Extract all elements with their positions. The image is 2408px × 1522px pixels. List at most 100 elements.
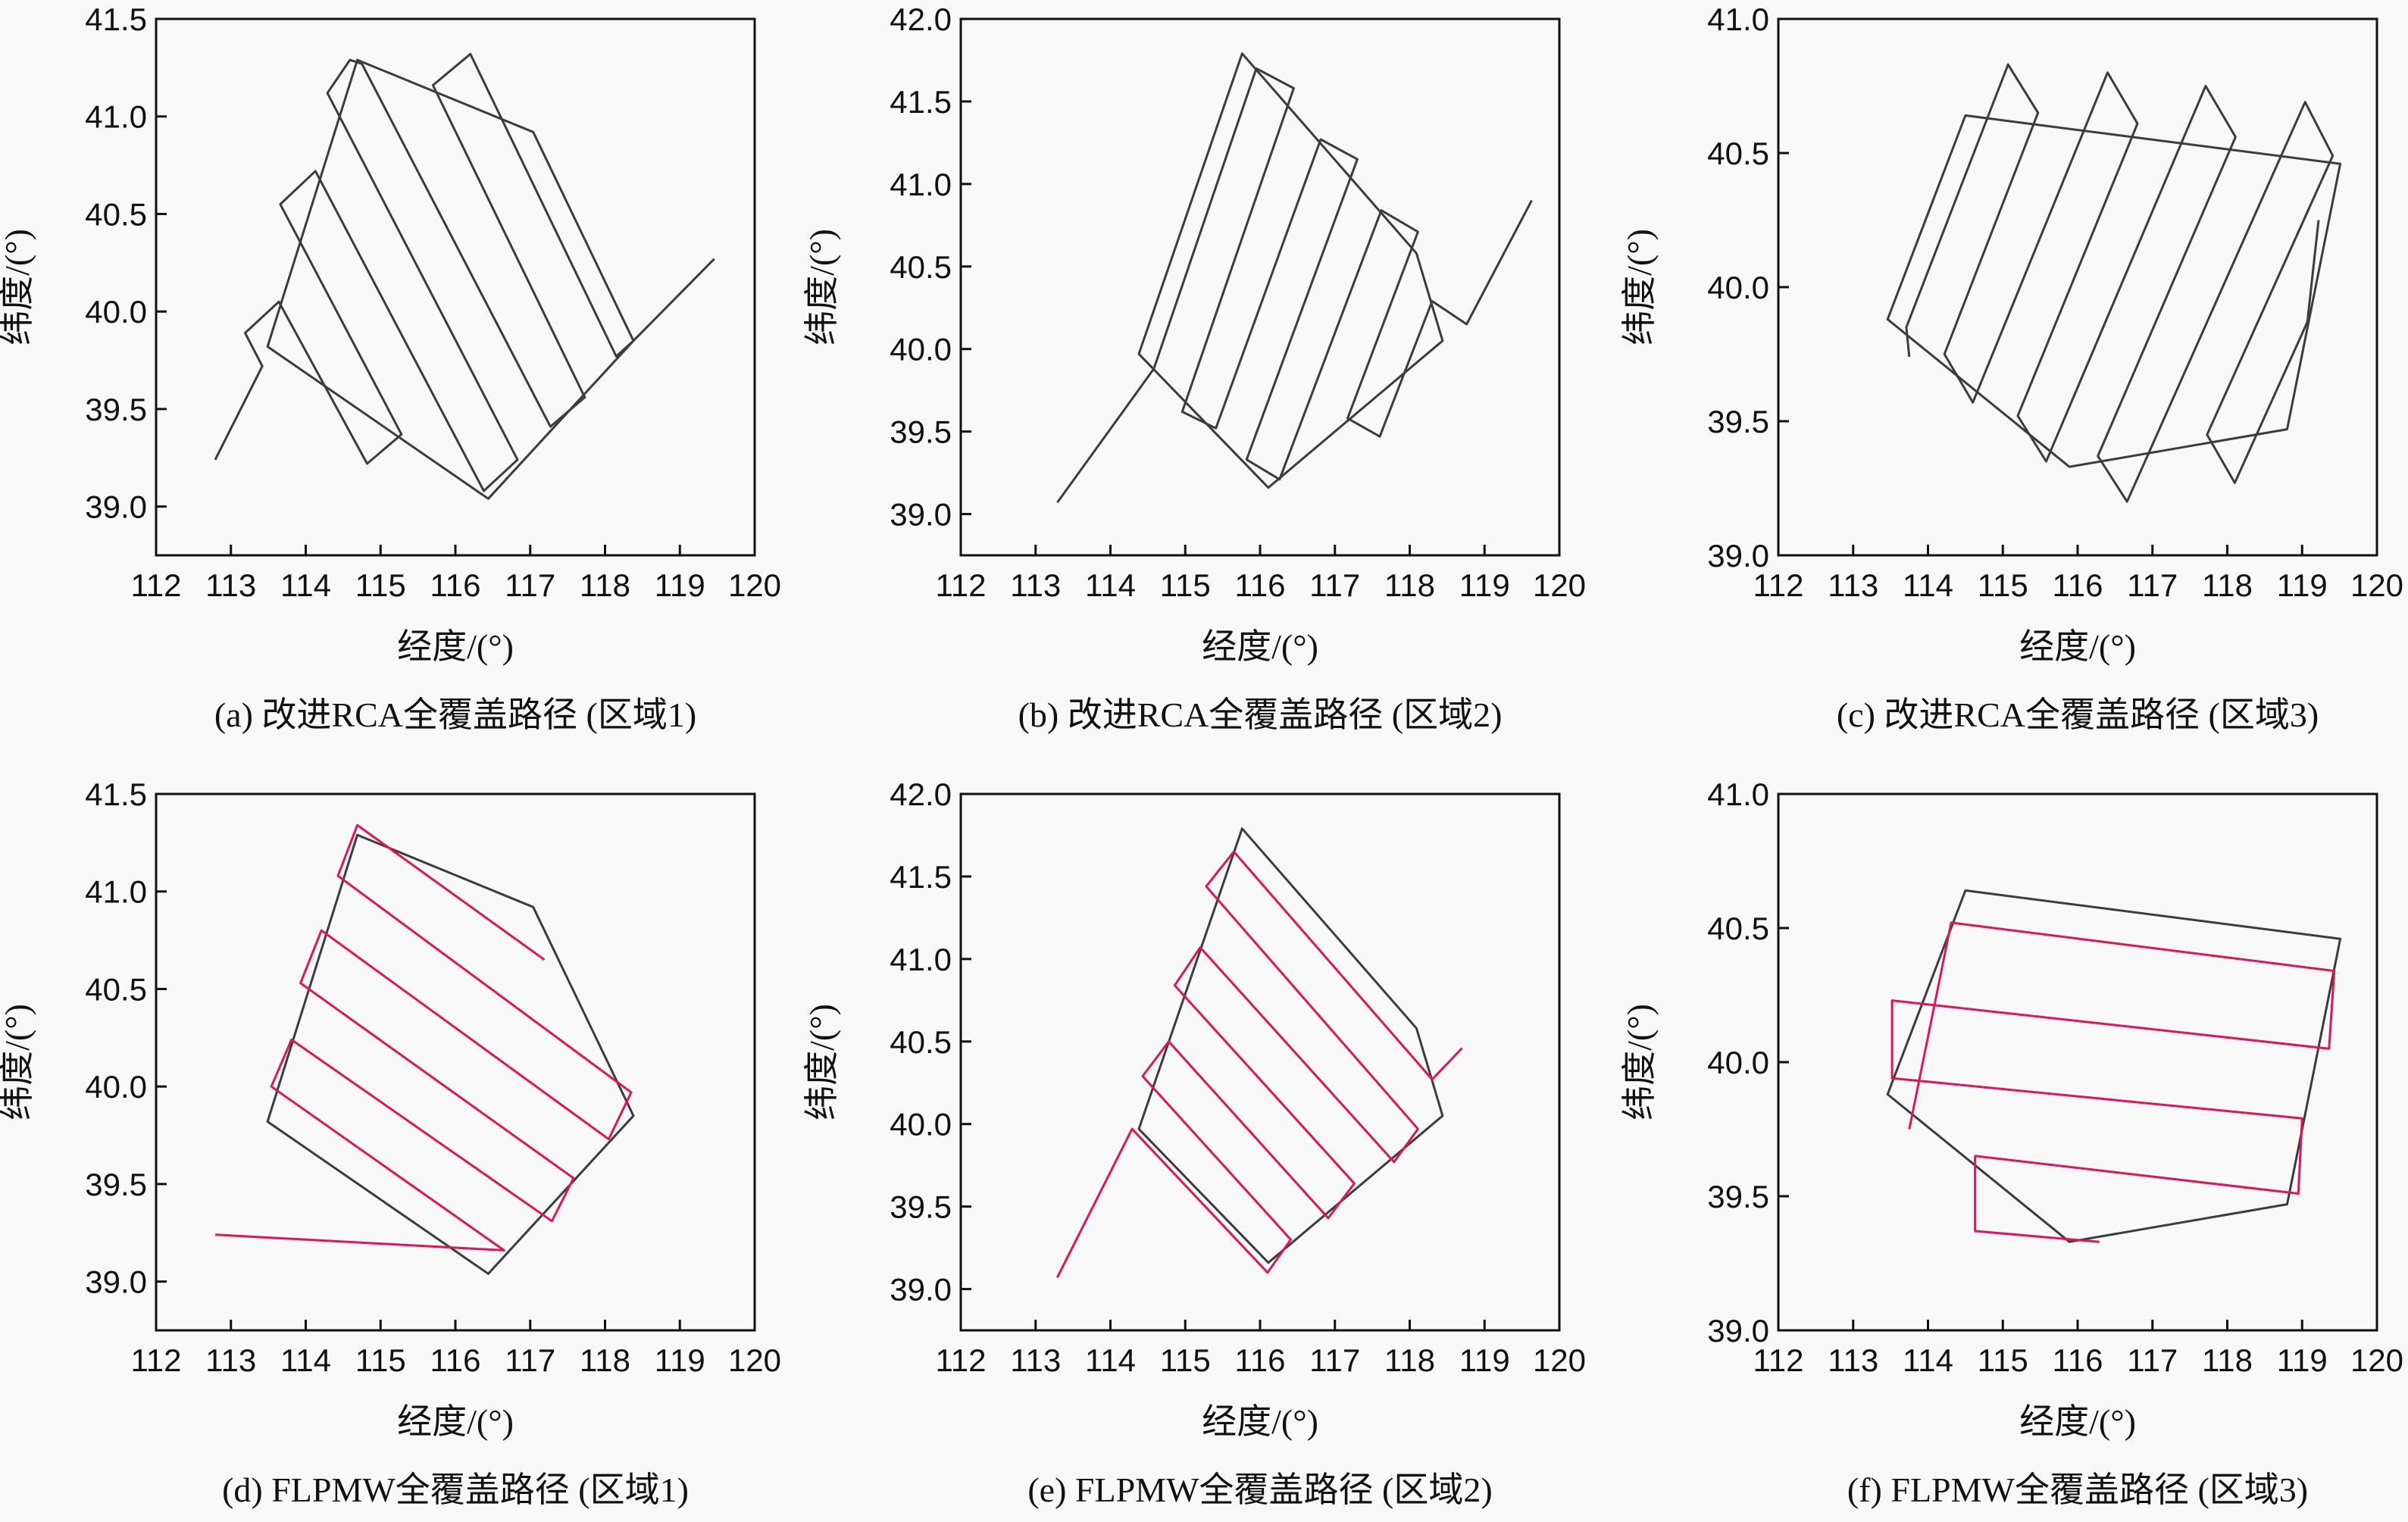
y-tick-label: 39.0 [1707,538,1769,573]
y-tick-label: 40.5 [1707,911,1769,946]
subplot-a: 112 113 114 115 116 117 118 119 120 39.0 39.5 40.0 4… [0,2,781,734]
y-tick-label: 39.0 [890,1272,952,1308]
y-axis-label: 纬度/(°) [0,1004,36,1120]
x-tick-label: 112 [936,1342,987,1378]
y-axis-label: 纬度/(°) [1620,229,1659,345]
x-tick-label: 114 [1085,1342,1136,1378]
x-axis-label: 经度/(°) [2019,627,2136,666]
x-tick-label: 117 [1309,567,1360,603]
region-boundary [1886,889,2342,1243]
region-boundary [1137,827,1444,1264]
x-tick-label: 113 [205,567,256,603]
x-tick-label: 116 [1235,1342,1286,1378]
region-boundary [266,58,635,500]
x-tick-label: 113 [1828,567,1878,603]
x-tick-label: 113 [1010,1342,1061,1378]
x-tick-label: 119 [1459,567,1510,603]
x-tick-label: 114 [1903,1342,1953,1378]
x-tick-label: 118 [580,567,630,603]
x-axis-label: 经度/(°) [2019,1402,2136,1441]
subplot-caption: (c) 改进RCA全覆盖路径 (区域3) [1837,695,2319,734]
x-tick-label: 114 [280,1342,331,1378]
y-tick-label: 41.0 [85,874,147,910]
plot-area [155,792,756,1332]
x-tick-label: 115 [355,1342,406,1378]
x-tick-label: 113 [1828,1342,1878,1378]
x-tick-label: 116 [430,1342,481,1378]
y-tick-label: 39.5 [890,414,952,450]
x-tick-label: 114 [1085,567,1136,603]
plot-area [1777,792,2378,1332]
coverage-path [1905,63,2335,503]
y-tick-label: 41.5 [85,2,147,37]
x-axis-label: 经度/(°) [397,627,514,666]
coverage-path [214,52,715,492]
x-tick-label: 115 [1160,1342,1211,1378]
y-tick-label: 40.5 [85,971,147,1007]
x-axis-label: 经度/(°) [1202,627,1318,666]
subplot-caption: (f) FLPMW全覆盖路径 (区域3) [1847,1470,2308,1509]
y-tick-label: 40.0 [1707,1045,1769,1080]
x-tick-label: 115 [1978,1342,2028,1378]
subplot-e: 112 113 114 115 116 117 118 119 120 39.0 39.5 40.0 4… [802,777,1586,1509]
x-tick-label: 120 [1533,567,1586,603]
x-tick-label: 120 [2350,567,2403,603]
y-axis-label: 纬度/(°) [1620,1004,1659,1120]
y-tick-label: 39.0 [85,489,147,525]
subplot-b: 112 113 114 115 116 117 118 119 120 39.0 39.5 40.0 4… [802,2,1586,734]
y-tick-label: 39.0 [1707,1313,1769,1349]
y-tick-label: 41.0 [890,167,952,202]
y-tick-label: 40.5 [1707,136,1769,171]
x-axis-label: 经度/(°) [1202,1402,1318,1441]
subplot-caption: (b) 改进RCA全覆盖路径 (区域2) [1018,695,1503,734]
y-tick-label: 41.5 [890,859,952,895]
y-tick-label: 40.0 [85,294,147,330]
x-tick-label: 120 [2350,1342,2403,1378]
x-tick-label: 120 [728,1342,781,1378]
x-tick-label: 112 [936,567,987,603]
x-tick-label: 118 [2202,567,2253,603]
x-tick-label: 117 [1309,1342,1360,1378]
y-tick-label: 39.5 [85,1167,147,1202]
x-tick-label: 114 [1903,567,1953,603]
x-tick-label: 115 [1160,567,1211,603]
x-tick-label: 116 [2053,567,2103,603]
x-tick-label: 119 [1459,1342,1510,1378]
y-tick-label: 41.0 [85,99,147,135]
x-tick-label: 112 [131,1342,182,1378]
x-tick-label: 112 [131,567,182,603]
plot-area [959,792,1561,1332]
plot-area [155,17,756,557]
y-tick-label: 40.5 [890,249,952,285]
y-tick-label: 39.5 [890,1189,952,1225]
y-tick-label: 40.5 [890,1024,952,1060]
x-tick-label: 119 [655,567,705,603]
y-tick-label: 41.0 [1707,2,1769,37]
plot-area [1777,17,2378,557]
y-tick-label: 42.0 [890,777,952,812]
x-tick-label: 119 [655,1342,705,1378]
x-tick-label: 112 [1753,1342,1804,1378]
subplot-caption: (e) FLPMW全覆盖路径 (区域2) [1027,1470,1492,1509]
x-tick-label: 116 [1235,567,1286,603]
x-tick-label: 114 [280,567,331,603]
region-boundary [1886,114,2342,468]
y-tick-label: 39.0 [890,497,952,533]
subplot-caption: (d) FLPMW全覆盖路径 (区域1) [222,1470,689,1509]
y-tick-label: 41.5 [85,777,147,812]
y-tick-label: 40.0 [1707,270,1769,305]
y-axis-label: 纬度/(°) [802,1004,841,1120]
y-tick-label: 41.0 [890,942,952,977]
x-tick-label: 117 [2127,1342,2178,1378]
y-tick-label: 40.0 [890,1107,952,1142]
x-tick-label: 112 [1753,567,1804,603]
subplot-c: 112 113 114 115 116 117 118 119 120 39.0 39.5 40.0 4… [1620,2,2403,734]
y-tick-label: 41.5 [890,84,952,120]
x-tick-label: 117 [505,1342,555,1378]
x-tick-label: 113 [1010,567,1061,603]
y-tick-label: 39.5 [85,392,147,427]
x-tick-label: 116 [2053,1342,2103,1378]
coverage-path [1056,67,1533,504]
y-tick-label: 39.5 [1707,1179,1769,1214]
